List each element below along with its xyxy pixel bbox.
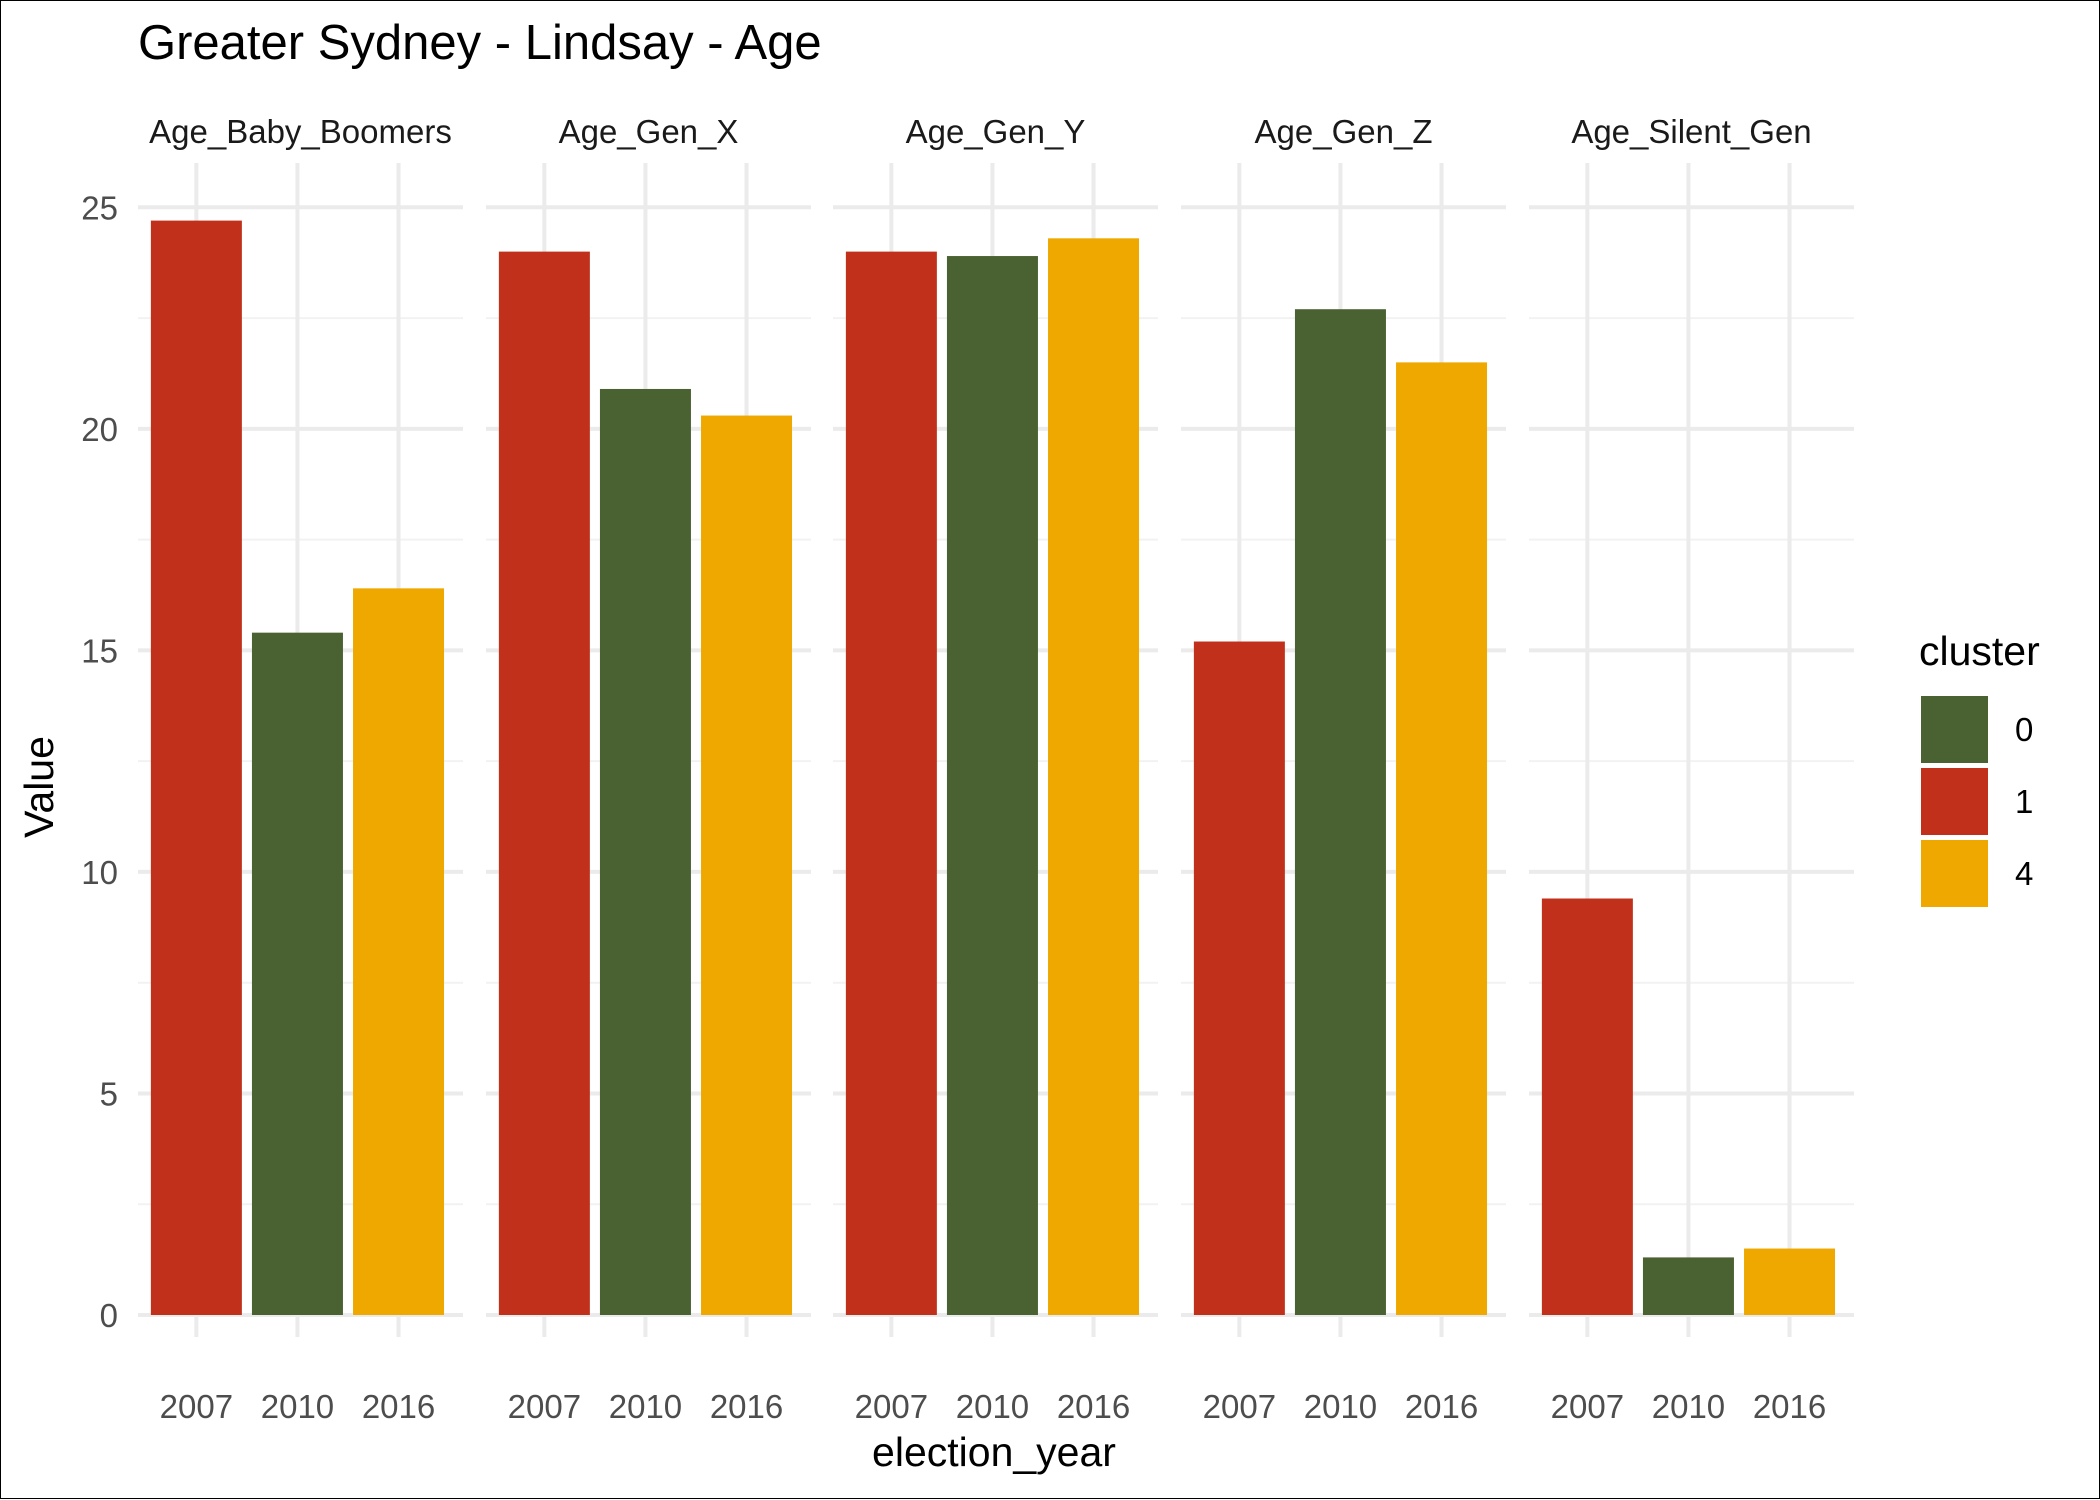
bar-age-gen-y-2007 (845, 251, 937, 1316)
y-tick-label: 5 (100, 1075, 118, 1112)
x-tick-label: 2016 (362, 1388, 435, 1425)
facet-strip-label: Age_Baby_Boomers (149, 113, 452, 150)
facet-panel: Age_Gen_Y 2007 2010 2016 (833, 113, 1158, 1425)
legend-label: 0 (2015, 711, 2033, 748)
facet-strip-label: Age_Gen_Y (906, 113, 1086, 150)
y-tick-label: 10 (81, 854, 118, 891)
chart-title: Greater Sydney - Lindsay - Age (138, 16, 822, 70)
x-tick-label: 2007 (508, 1388, 581, 1425)
y-axis-title: Value (16, 736, 62, 838)
x-tick-label: 2007 (1203, 1388, 1276, 1425)
legend-label: 1 (2015, 783, 2033, 820)
facet-panels: Age_Baby_Boomers 2007 2010 2016 Age_Gen_X 200… (138, 113, 1854, 1425)
bar-age-baby-boomers-2010 (251, 632, 343, 1315)
legend-swatch-1 (1921, 768, 1988, 835)
x-tick-label: 2010 (609, 1388, 682, 1425)
x-tick-label: 2016 (710, 1388, 783, 1425)
facet-strip-label: Age_Silent_Gen (1571, 113, 1811, 150)
x-tick-label: 2010 (956, 1388, 1029, 1425)
bar-age-gen-z-2016 (1396, 362, 1488, 1315)
facet-panel: Age_Baby_Boomers 2007 2010 2016 (138, 113, 463, 1425)
x-tick-label: 2010 (261, 1388, 334, 1425)
legend-title: cluster (1919, 628, 2040, 674)
x-tick-label: 2007 (160, 1388, 233, 1425)
facet-panel: Age_Gen_X 2007 2010 2016 (486, 113, 811, 1425)
bar-age-gen-z-2007 (1193, 641, 1285, 1315)
y-tick-label: 20 (81, 411, 118, 448)
legend-swatch-4 (1921, 840, 1988, 907)
x-tick-label: 2010 (1652, 1388, 1725, 1425)
legend-label: 4 (2015, 855, 2033, 892)
bar-age-gen-z-2010 (1294, 309, 1386, 1315)
bar-age-baby-boomers-2007 (150, 220, 242, 1316)
legend-swatch-0 (1921, 696, 1988, 763)
x-tick-label: 2016 (1405, 1388, 1478, 1425)
x-tick-label: 2016 (1753, 1388, 1826, 1425)
bar-age-gen-y-2010 (946, 256, 1038, 1315)
x-axis-title: election_year (872, 1429, 1116, 1475)
x-tick-label: 2016 (1057, 1388, 1130, 1425)
facet-panel: Age_Gen_Z 2007 2010 2016 (1181, 113, 1506, 1425)
bar-age-gen-x-2016 (701, 415, 793, 1315)
y-axis: 0 5 10 15 20 25 (81, 189, 118, 1334)
x-tick-label: 2007 (855, 1388, 928, 1425)
bar-age-gen-x-2007 (498, 251, 590, 1316)
facet-panel: Age_Silent_Gen 2007 2010 2016 (1529, 113, 1854, 1425)
bar-age-silent-gen-2010 (1642, 1257, 1734, 1315)
bar-age-baby-boomers-2016 (353, 588, 445, 1315)
legend: cluster 0 1 4 (1919, 628, 2040, 907)
y-tick-label: 25 (81, 189, 118, 226)
bar-age-gen-y-2016 (1048, 238, 1140, 1315)
facet-strip-label: Age_Gen_Z (1255, 113, 1433, 150)
x-tick-label: 2010 (1304, 1388, 1377, 1425)
y-tick-label: 15 (81, 632, 118, 669)
bar-age-gen-x-2010 (599, 388, 691, 1315)
x-tick-label: 2007 (1551, 1388, 1624, 1425)
bar-age-silent-gen-2007 (1541, 898, 1633, 1315)
bar-age-silent-gen-2016 (1744, 1248, 1836, 1315)
y-tick-label: 0 (100, 1297, 118, 1334)
facet-strip-label: Age_Gen_X (559, 113, 739, 150)
